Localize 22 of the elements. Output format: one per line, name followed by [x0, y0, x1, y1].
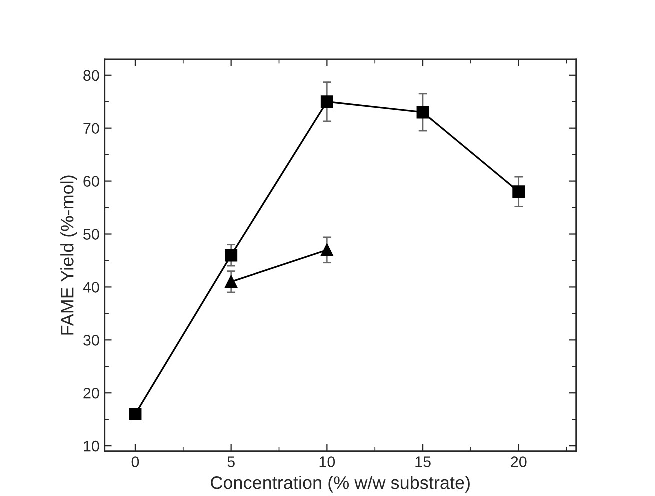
- x-axis-title: Concentration (% w/w substrate): [211, 476, 470, 493]
- y-axis-title: FAME Yield (%-mol): [60, 176, 78, 335]
- x-tick-label: 20: [511, 456, 527, 468]
- y-tick-label: 60: [84, 176, 100, 187]
- y-tick-label: 70: [84, 123, 100, 134]
- point: [320, 96, 334, 108]
- point: [129, 408, 142, 421]
- x-tick-label: 15: [416, 456, 431, 468]
- point: [225, 249, 238, 262]
- point: [512, 186, 526, 198]
- y-tick-label: 10: [84, 440, 100, 452]
- x-tick-label: 0: [132, 456, 140, 468]
- y-tick-label: 30: [84, 335, 100, 346]
- y-tick-label: 50: [84, 229, 100, 240]
- y-tick-label: 80: [84, 70, 100, 82]
- y-tick-label: 20: [84, 388, 100, 399]
- x-tick-label: 10: [320, 456, 336, 468]
- point: [320, 244, 334, 256]
- y-tick-label: 40: [83, 282, 100, 293]
- x-tick-label: 5: [228, 456, 235, 468]
- point: [416, 106, 430, 119]
- point: [225, 276, 238, 288]
